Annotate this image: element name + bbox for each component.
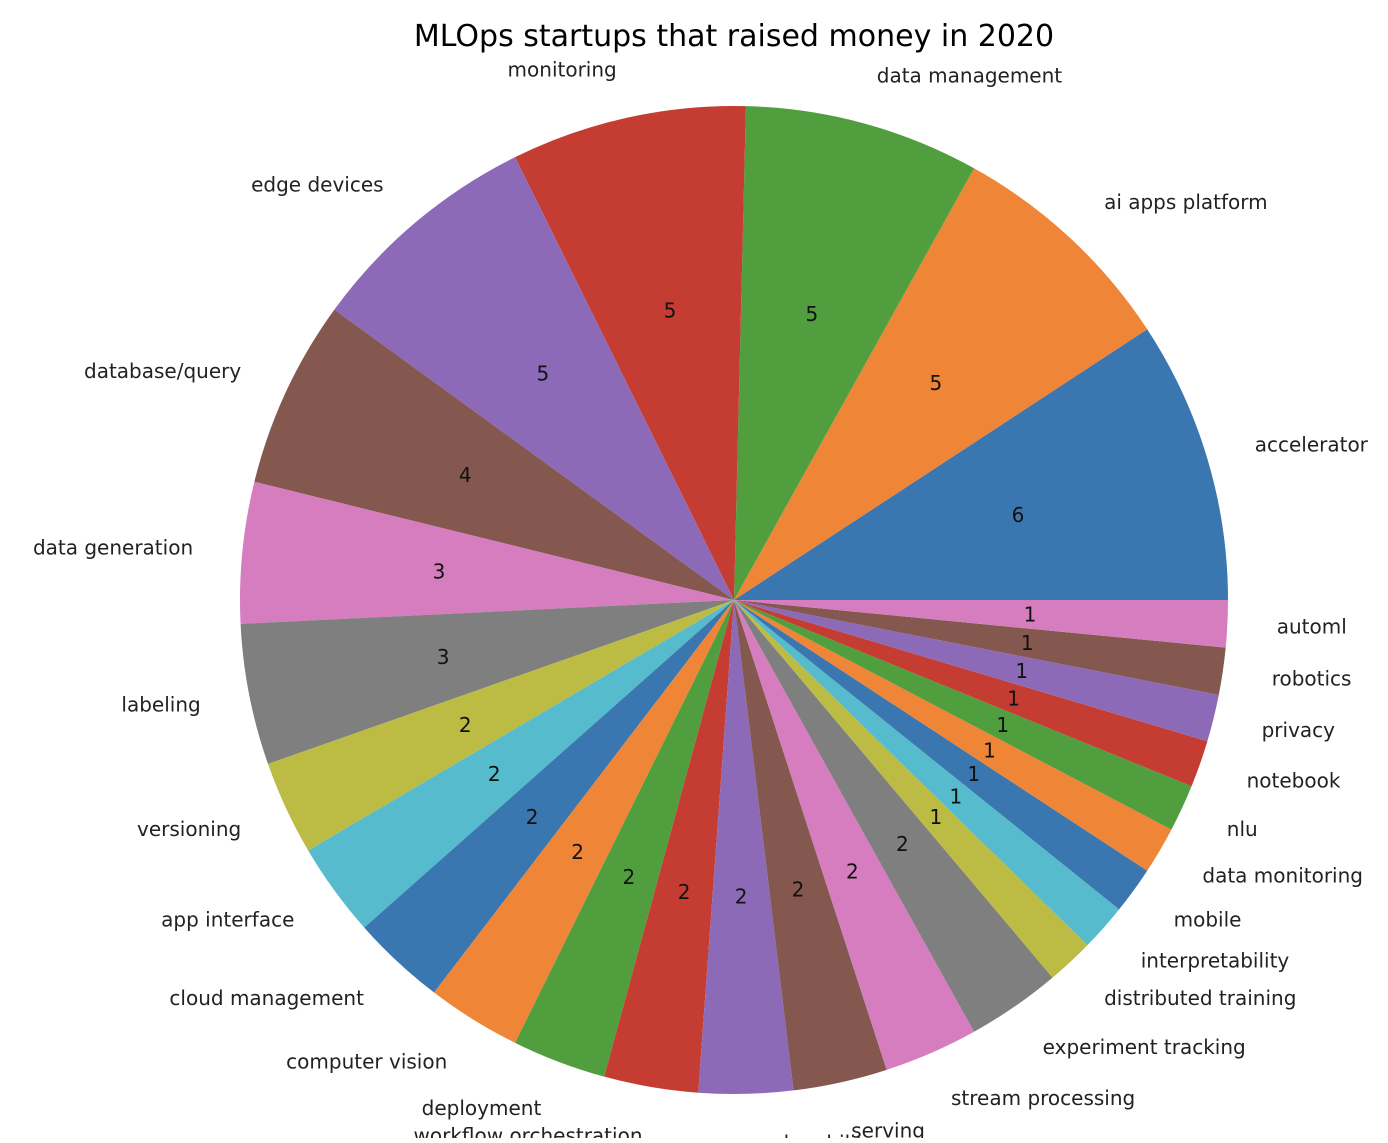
value-label-monitoring: 5 (664, 299, 677, 323)
value-label-accelerator: 6 (1012, 503, 1025, 527)
pie-slice-app-interface (308, 600, 734, 928)
pie-slice-accelerator (734, 329, 1228, 600)
pie-slice-stream-processing (734, 600, 975, 1070)
category-label-privacy: privacy (1262, 718, 1336, 742)
category-label-automl: automl (1277, 614, 1347, 638)
pie-slice-monitoring (515, 106, 746, 600)
category-label-labeling: labeling (121, 692, 200, 716)
pie-slice-nlu (734, 600, 1192, 830)
value-label-app-interface: 2 (488, 762, 501, 786)
value-label-ai-apps-platform: 5 (929, 371, 942, 395)
value-label-distributed-training: 1 (929, 805, 942, 829)
value-label-privacy: 1 (1015, 659, 1028, 683)
category-label-data-monitoring: data monitoring (1202, 863, 1363, 887)
value-label-notebook: 1 (1007, 686, 1020, 710)
pie-slice-data-generation (240, 481, 734, 624)
chart-title: MLOps startups that raised money in 2020 (414, 19, 1054, 54)
pie-slice-deployment (515, 600, 734, 1077)
category-label-interpretability: interpretability (1141, 948, 1290, 972)
pie-slice-workflow-orchestration (604, 600, 734, 1093)
value-label-interpretability: 1 (949, 785, 962, 809)
category-label-notebook: notebook (1247, 768, 1341, 792)
value-label-deployment: 2 (623, 865, 636, 889)
value-label-data-monitoring: 1 (983, 738, 996, 762)
category-label-edge-devices: edge devices (251, 173, 383, 197)
category-label-app-interface: app interface (161, 907, 294, 931)
value-label-computer-vision: 2 (571, 840, 584, 864)
pie-slice-data-monitoring (734, 600, 1172, 871)
category-label-ai-apps-platform: ai apps platform (1104, 190, 1268, 214)
pie-slice-notebook (734, 600, 1208, 787)
pie-category-labels: accelerator ai apps platform data manageme… (33, 57, 1369, 1143)
pie-slice-privacy (734, 600, 1219, 742)
value-label-data-management: 5 (805, 302, 818, 326)
pie-slice-distributed-training (734, 600, 1088, 978)
category-label-data-generation: data generation (33, 536, 193, 560)
category-label-explanability: explanability (747, 1131, 875, 1138)
category-label-nlu: nlu (1227, 817, 1258, 841)
value-label-edge-devices: 5 (537, 361, 550, 385)
category-label-database-query: database/query (84, 359, 241, 383)
category-label-stream-processing: stream processing (951, 1086, 1135, 1110)
value-label-database-query: 4 (459, 463, 472, 487)
category-label-deployment: deployment (422, 1096, 542, 1120)
category-label-data-management: data management (877, 64, 1063, 88)
value-label-nlu: 1 (996, 713, 1009, 737)
pie-slice-robotics (734, 600, 1226, 695)
category-label-mobile: mobile (1174, 907, 1242, 931)
category-label-distributed-training: distributed training (1104, 986, 1296, 1010)
category-label-cloud-management: cloud management (169, 986, 364, 1010)
value-label-workflow-orchestration: 2 (678, 880, 691, 904)
value-label-stream-processing: 2 (846, 860, 859, 884)
value-label-versioning: 2 (459, 713, 472, 737)
pie-slice-cloud-management (364, 600, 734, 993)
pie-slice-interpretability (734, 600, 1120, 946)
category-label-workflow-orchestration: workflow orchestration (414, 1124, 643, 1138)
pie-slice-mobile (734, 600, 1148, 910)
value-label-data-generation: 3 (433, 559, 446, 583)
value-label-automl: 1 (1024, 602, 1037, 626)
value-label-mobile: 1 (967, 762, 980, 786)
value-label-explanability: 2 (735, 884, 748, 908)
value-label-serving: 2 (792, 877, 805, 901)
pie-slice-serving (734, 600, 887, 1091)
pie-slice-labeling (240, 600, 734, 764)
category-label-robotics: robotics (1272, 667, 1352, 691)
value-label-cloud-management: 2 (526, 805, 539, 829)
pie-slice-explanability (698, 600, 794, 1094)
pie-slice-versioning (268, 600, 734, 851)
category-label-serving: serving (851, 1119, 925, 1138)
pie-slice-computer-vision (434, 600, 734, 1043)
category-label-accelerator: accelerator (1255, 433, 1369, 457)
pie-slice-ai-apps-platform (734, 168, 1148, 600)
category-label-experiment-tracking: experiment tracking (1043, 1035, 1246, 1059)
value-label-robotics: 1 (1021, 631, 1034, 655)
category-label-monitoring: monitoring (508, 57, 617, 81)
pie-slice-experiment-tracking (734, 600, 1053, 1032)
value-label-labeling: 3 (437, 645, 450, 669)
pie-slice-data-management (734, 106, 975, 601)
pie-slice-automl (734, 600, 1228, 648)
pie-slices (240, 106, 1228, 1094)
value-label-experiment-tracking: 2 (896, 832, 909, 856)
category-label-computer-vision: computer vision (286, 1050, 447, 1074)
pie-slice-edge-devices (334, 157, 734, 600)
pie-slice-database-query (254, 309, 734, 600)
category-label-versioning: versioning (137, 817, 241, 841)
